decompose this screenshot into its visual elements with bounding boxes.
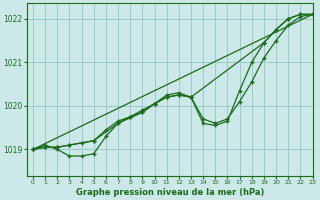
X-axis label: Graphe pression niveau de la mer (hPa): Graphe pression niveau de la mer (hPa)	[76, 188, 264, 197]
